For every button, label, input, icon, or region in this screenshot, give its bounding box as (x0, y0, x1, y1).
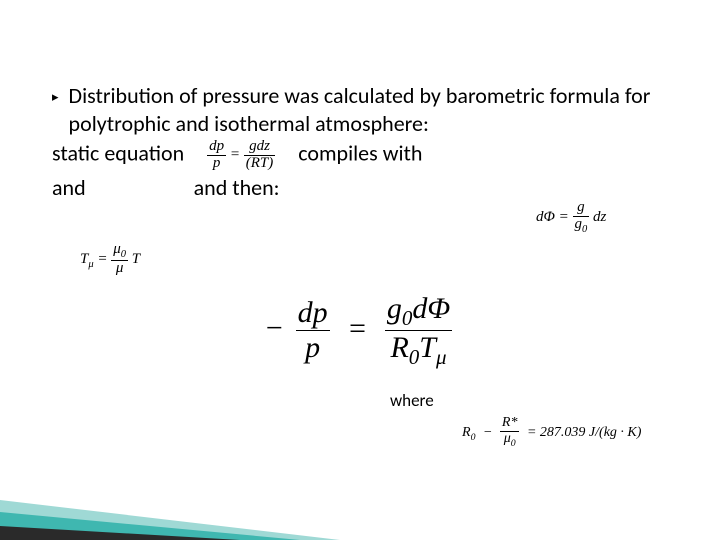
eq-dphi-equals: = (559, 209, 573, 225)
eq-tmu-num: μ0 (111, 242, 128, 261)
eq-static-inline: dpp = gdz(RT) (207, 139, 275, 172)
eq-main-lden: p (296, 331, 330, 366)
eq-tmu-lhs: Tμ (80, 251, 94, 267)
eq-tmu-equals: = (97, 251, 111, 267)
slide: ▸ Distribution of pressure was calculate… (0, 0, 720, 540)
eq-dphi-num: g (573, 200, 590, 217)
eq-static-rhs-num: gdz (244, 139, 276, 156)
eq-r0: R0 − R* μ0 = 287.039 J/(kg · K) (462, 416, 641, 449)
eq-r0-dash: − (483, 425, 492, 440)
content-block: ▸ Distribution of pressure was calculate… (52, 82, 680, 201)
eq-main-rnum: g0dΦ (385, 292, 452, 331)
text-static-equation: static equation (52, 140, 184, 167)
eq-main-lnum: dp (296, 296, 330, 332)
decorative-wedge (0, 460, 720, 540)
eq-static-lhs-num: dp (207, 139, 226, 156)
eq-r0-lhs: R0 (462, 425, 475, 440)
eq-dphi-lhs: dΦ (536, 209, 555, 225)
eq-r0-num: R* (500, 416, 520, 432)
paragraph-main: Distribution of pressure was calculated … (69, 82, 680, 137)
eq-static-lhs-den: p (207, 156, 226, 172)
eq-tmu: Tμ = μ0 μ T (80, 242, 140, 277)
eq-main-equals: = (347, 312, 367, 345)
eq-static-rhs-den: (RT) (244, 156, 276, 172)
eq-main: − dp p = g0dΦ R0Tμ (0, 292, 720, 369)
line-static-equation: static equation dpp = gdz(RT) compiles w… (52, 139, 680, 172)
eq-tmu-den: μ (111, 261, 128, 277)
eq-static-equals: = (230, 147, 244, 163)
eq-dphi-den: g0 (573, 217, 590, 235)
bullet-icon: ▸ (52, 90, 59, 106)
eq-dphi: dΦ = g g0 dz (536, 200, 606, 235)
text-compiles-with: compiles with (298, 140, 422, 167)
text-and-1: and (52, 174, 86, 201)
bullet-row: ▸ Distribution of pressure was calculate… (52, 82, 680, 137)
line-and-then: and and then: (52, 174, 680, 202)
eq-tmu-tail: T (132, 251, 140, 267)
eq-dphi-tail: dz (593, 209, 606, 225)
eq-r0-den: μ0 (500, 432, 520, 449)
where-label: where (390, 390, 434, 411)
text-and-then: and then: (194, 174, 280, 201)
eq-r0-value: = 287.039 J/(kg · K) (527, 425, 641, 440)
eq-main-minus: − (264, 312, 284, 345)
eq-main-rden: R0Tμ (385, 331, 452, 369)
